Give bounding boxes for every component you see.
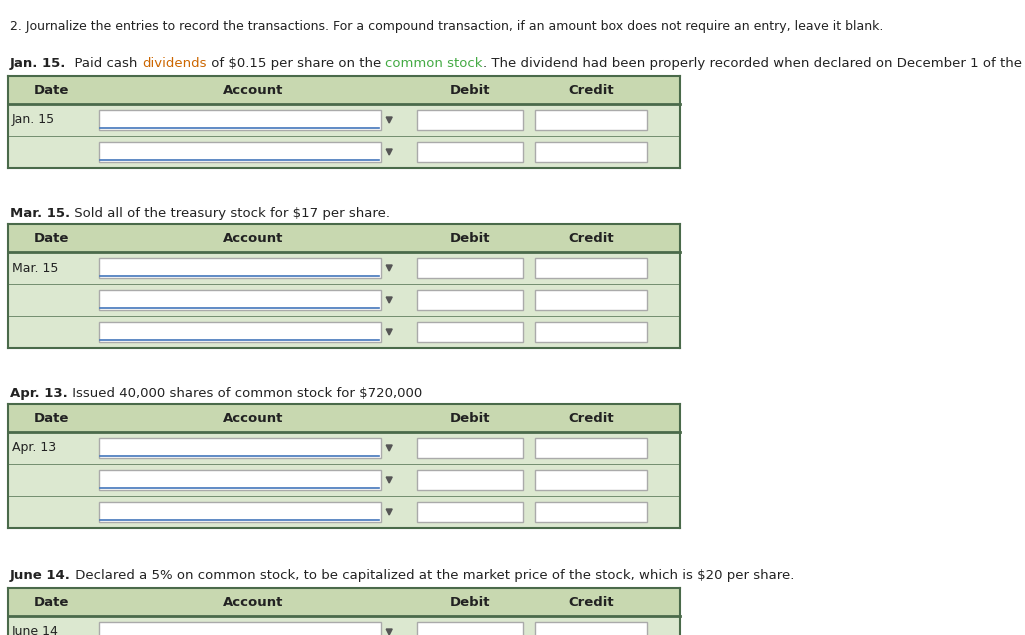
Text: Account: Account <box>223 596 284 608</box>
Text: Jan. 15: Jan. 15 <box>12 114 55 126</box>
Polygon shape <box>386 329 393 335</box>
Text: common stock: common stock <box>385 57 483 70</box>
Bar <box>99 142 381 161</box>
Bar <box>535 258 647 278</box>
Text: 2. Journalize the entries to record the transactions. For a compound transaction: 2. Journalize the entries to record the … <box>10 20 884 33</box>
Text: June 14.: June 14. <box>10 569 71 582</box>
Text: June 14: June 14 <box>12 625 58 635</box>
Text: Mar. 15: Mar. 15 <box>12 262 58 274</box>
Text: Date: Date <box>34 232 70 244</box>
Text: Credit: Credit <box>568 411 614 425</box>
Bar <box>417 142 523 163</box>
Bar <box>535 142 647 163</box>
Text: Credit: Credit <box>568 596 614 608</box>
Bar <box>535 470 647 490</box>
Bar <box>417 502 523 523</box>
Bar <box>8 496 680 528</box>
Bar <box>8 616 680 635</box>
Bar <box>8 104 680 136</box>
Bar <box>99 622 381 635</box>
Text: Date: Date <box>34 596 70 608</box>
Text: Issued 40,000 shares of common stock for $720,000: Issued 40,000 shares of common stock for… <box>68 387 422 400</box>
Text: Apr. 13.: Apr. 13. <box>10 387 68 400</box>
Bar <box>417 258 523 278</box>
Bar <box>417 438 523 458</box>
Text: Debit: Debit <box>450 232 490 244</box>
Polygon shape <box>386 297 393 303</box>
Bar <box>99 258 381 277</box>
Text: Apr. 13: Apr. 13 <box>12 441 56 455</box>
Bar <box>417 321 523 342</box>
Text: Date: Date <box>34 83 70 97</box>
Text: Account: Account <box>223 232 284 244</box>
Bar <box>8 252 680 284</box>
Bar <box>99 471 381 490</box>
Text: . The dividend had been properly recorded when declared on December 1 of the pre: . The dividend had been properly recorde… <box>483 57 1025 70</box>
Text: Credit: Credit <box>568 83 614 97</box>
Bar <box>8 76 680 104</box>
Bar <box>8 316 680 348</box>
Text: Debit: Debit <box>450 83 490 97</box>
Bar <box>8 404 680 432</box>
Bar <box>535 622 647 635</box>
Bar <box>99 502 381 521</box>
Bar <box>8 432 680 464</box>
Text: Mar. 15.: Mar. 15. <box>10 207 70 220</box>
Bar <box>8 464 680 496</box>
Polygon shape <box>386 117 393 123</box>
Bar <box>8 224 680 252</box>
Text: Date: Date <box>34 411 70 425</box>
Bar <box>535 321 647 342</box>
Text: Debit: Debit <box>450 411 490 425</box>
Polygon shape <box>386 629 393 635</box>
Polygon shape <box>386 509 393 515</box>
Text: Credit: Credit <box>568 232 614 244</box>
Bar <box>535 290 647 311</box>
Bar <box>535 438 647 458</box>
Bar <box>8 284 680 316</box>
Bar <box>535 110 647 130</box>
Text: dividends: dividends <box>142 57 206 70</box>
Polygon shape <box>386 477 393 483</box>
Bar <box>99 323 381 342</box>
Text: Jan. 15.: Jan. 15. <box>10 57 67 70</box>
Bar <box>99 290 381 310</box>
Text: Account: Account <box>223 83 284 97</box>
Text: Paid cash: Paid cash <box>67 57 142 70</box>
Bar <box>417 470 523 490</box>
Bar <box>417 290 523 311</box>
Bar <box>535 502 647 523</box>
Text: Account: Account <box>223 411 284 425</box>
Bar <box>8 136 680 168</box>
Text: Sold all of the treasury stock for $17 per share.: Sold all of the treasury stock for $17 p… <box>70 207 391 220</box>
Polygon shape <box>386 149 393 155</box>
Bar <box>417 622 523 635</box>
Polygon shape <box>386 445 393 451</box>
Bar <box>99 438 381 458</box>
Text: Debit: Debit <box>450 596 490 608</box>
Text: Declared a 5% on common stock, to be capitalized at the market price of the stoc: Declared a 5% on common stock, to be cap… <box>71 569 794 582</box>
Bar <box>8 588 680 616</box>
Text: of $0.15 per share on the: of $0.15 per share on the <box>206 57 385 70</box>
Bar <box>99 110 381 130</box>
Polygon shape <box>386 265 393 271</box>
Bar <box>417 110 523 130</box>
